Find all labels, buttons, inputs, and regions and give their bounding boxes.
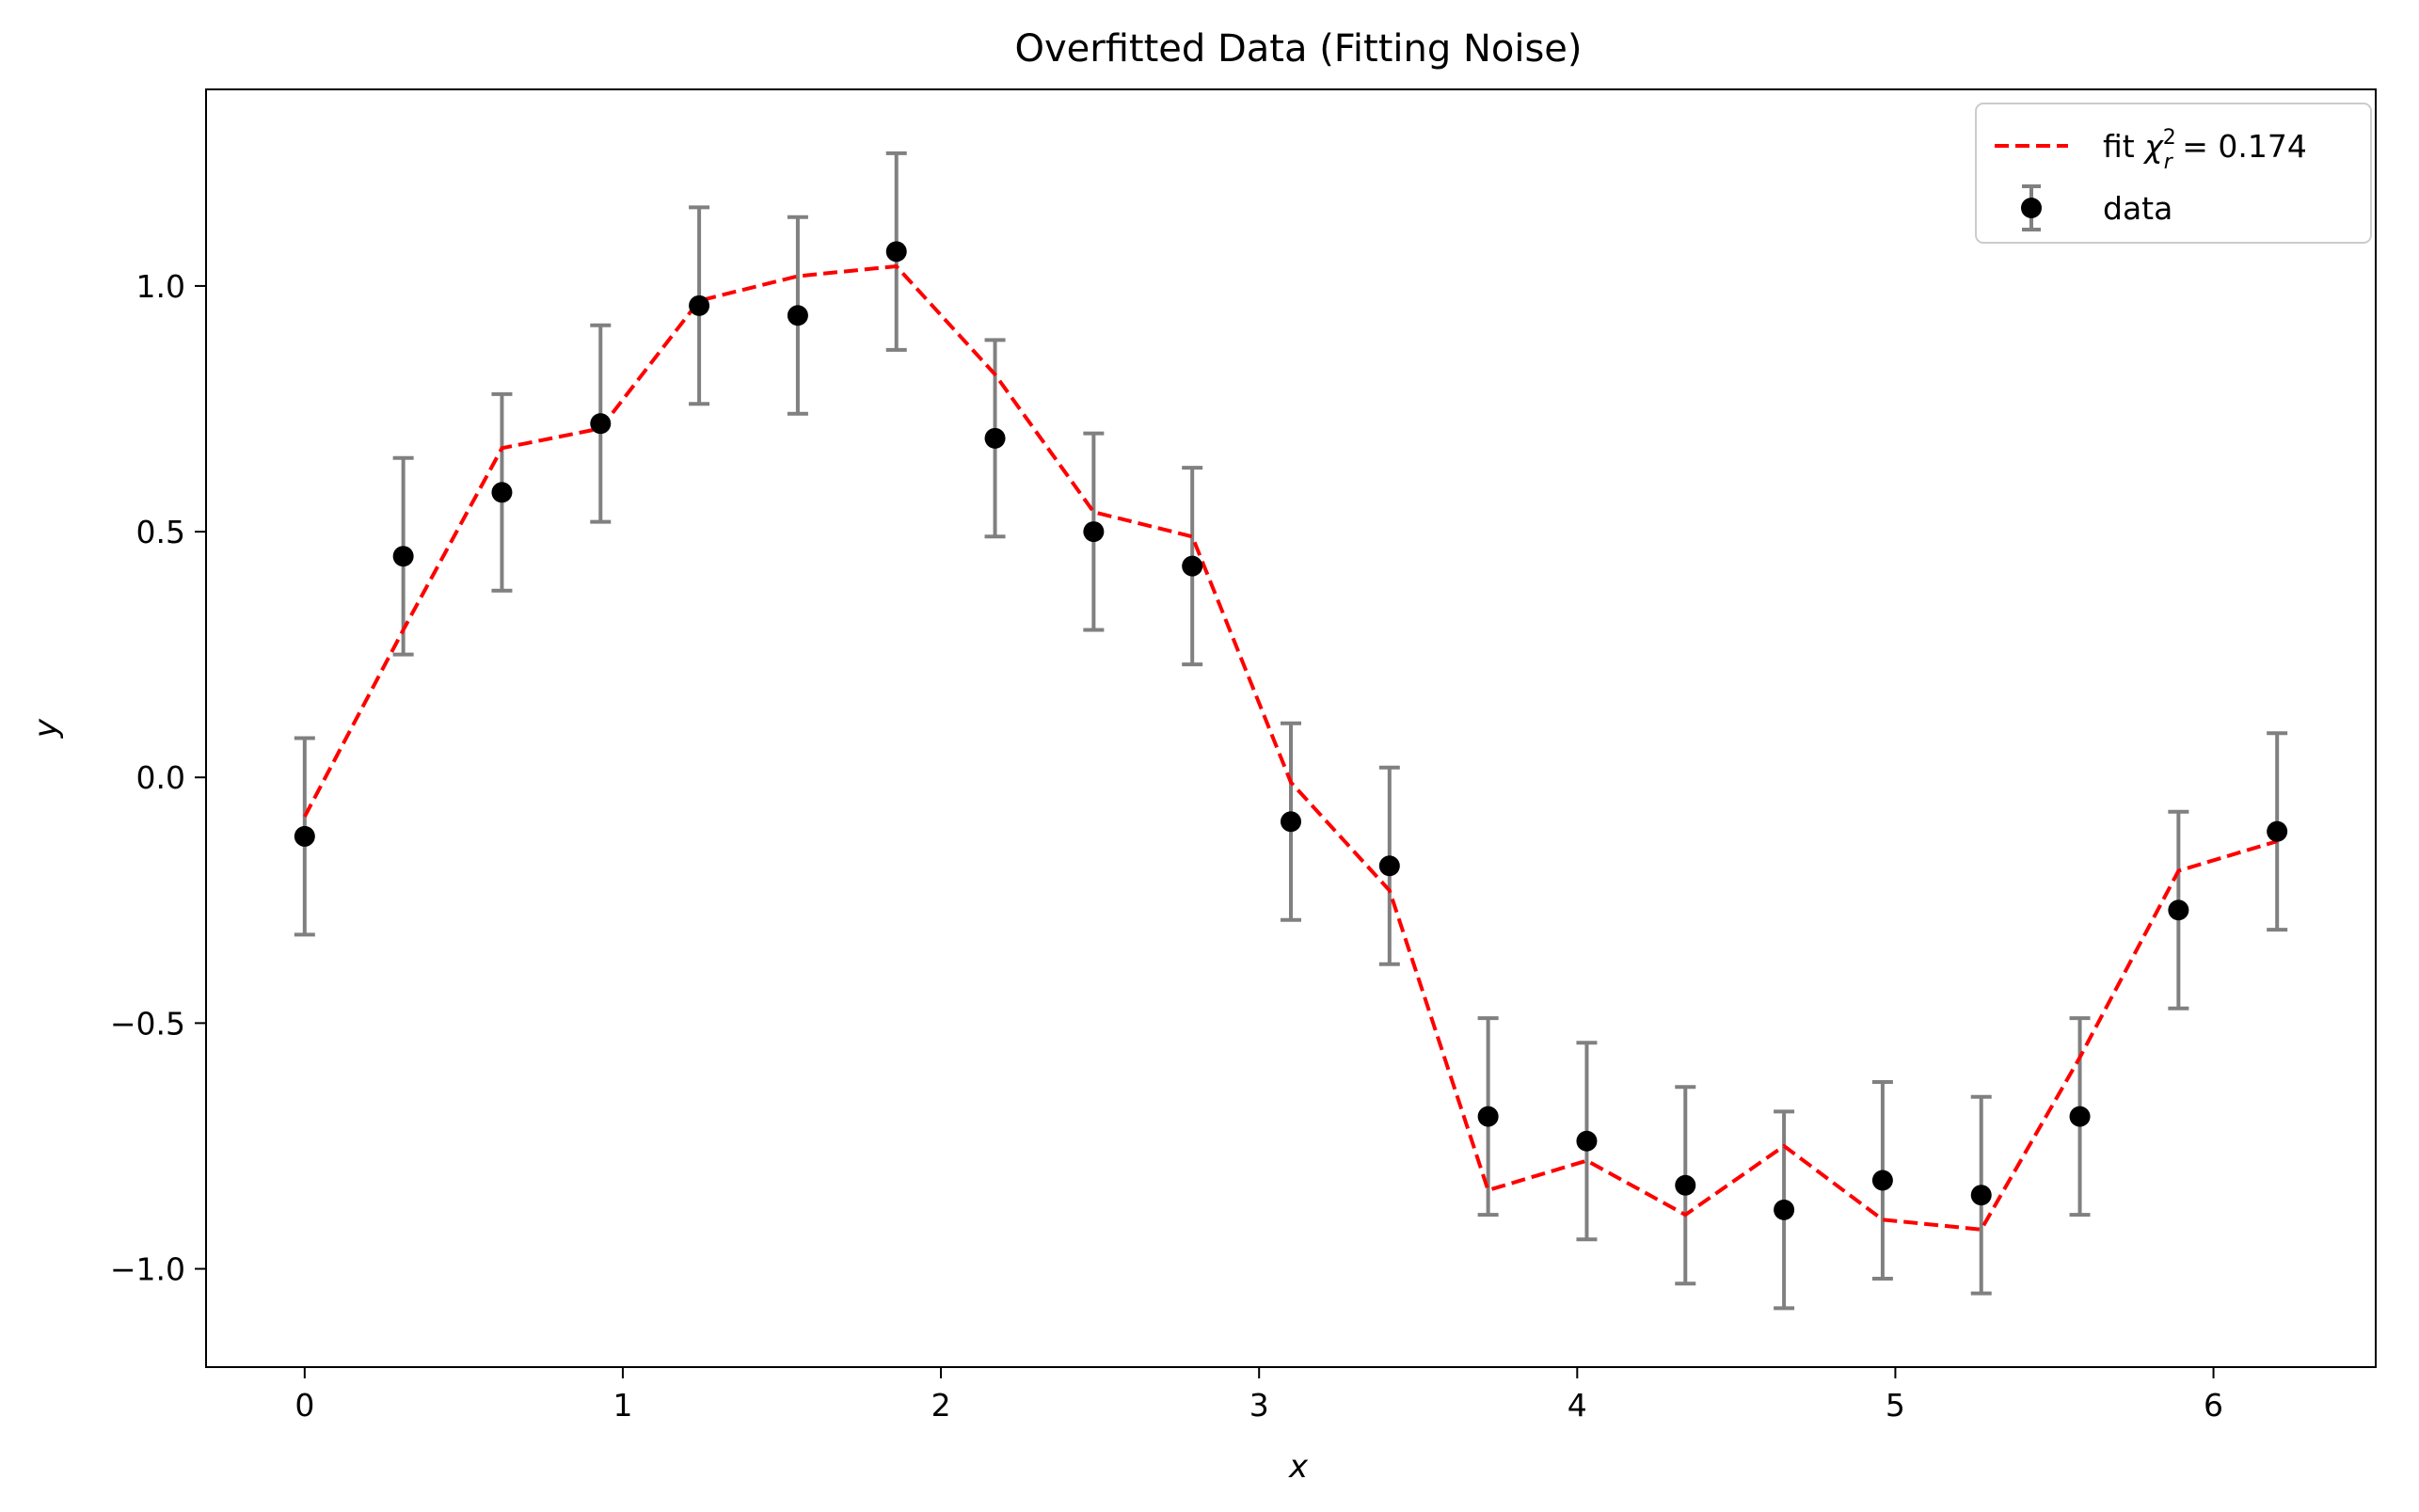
- data-point: [1281, 811, 1301, 833]
- data-point: [2267, 820, 2288, 842]
- data-point: [1774, 1199, 1795, 1220]
- data-point: [2168, 899, 2189, 921]
- fit-line: [303, 263, 2278, 1232]
- data-points-group: [294, 241, 2288, 1220]
- data-point: [1378, 855, 1400, 877]
- x-tick-label: 1: [613, 1387, 632, 1424]
- data-point: [1970, 1185, 1992, 1206]
- x-axis-ticks: 0 1 2 3 4 5 6: [294, 1367, 2223, 1424]
- data-point: [885, 241, 907, 263]
- data-point: [2069, 1106, 2091, 1127]
- legend-fit-sup: 2: [2163, 126, 2176, 150]
- y-axis-ticks: −1.0 −0.5 0.0 0.5 1.0: [110, 268, 206, 1288]
- x-tick-label: 2: [931, 1387, 951, 1424]
- data-point: [1871, 1170, 1893, 1191]
- legend-data-marker: [2021, 198, 2042, 218]
- y-tick-label: 0.5: [136, 514, 185, 550]
- x-tick-label: 4: [1568, 1387, 1587, 1424]
- legend-box: [1975, 103, 2372, 244]
- x-tick-label: 0: [294, 1387, 314, 1424]
- legend-fit-label: fit χ2 r = 0.174: [2103, 126, 2307, 174]
- x-tick-label: 6: [2204, 1387, 2223, 1424]
- data-point: [590, 413, 612, 435]
- data-point: [294, 825, 315, 847]
- data-point: [1675, 1174, 1696, 1196]
- data-point: [1576, 1130, 1598, 1152]
- x-axis-label: x: [1288, 1448, 1309, 1486]
- data-point: [491, 482, 513, 503]
- legend-fit-suffix: = 0.174: [2172, 128, 2307, 165]
- legend-data-label: data: [2103, 190, 2172, 227]
- y-tick-label: −0.5: [110, 1005, 185, 1042]
- data-point: [1182, 555, 1203, 577]
- y-tick-label: 0.0: [136, 759, 185, 796]
- y-tick-label: 1.0: [136, 268, 185, 305]
- y-tick-label: −1.0: [110, 1251, 185, 1288]
- legend-fit-prefix: fit: [2103, 128, 2144, 165]
- chart-title: Overfitted Data (Fitting Noise): [1014, 27, 1582, 71]
- legend-fit-chi: χ: [2142, 128, 2164, 165]
- y-axis-label: y: [27, 718, 65, 739]
- data-point: [1083, 521, 1105, 543]
- data-point: [984, 427, 1006, 449]
- legend: fit χ2 r = 0.174 data: [1975, 103, 2372, 244]
- data-point: [392, 546, 414, 567]
- data-point: [689, 294, 710, 316]
- legend-fit-sub: r: [2164, 151, 2174, 174]
- data-point: [1477, 1106, 1499, 1127]
- data-point: [787, 305, 808, 326]
- plot-frame-border: [205, 88, 2377, 1368]
- x-tick-label: 3: [1249, 1387, 1269, 1424]
- x-tick-label: 5: [1886, 1387, 1905, 1424]
